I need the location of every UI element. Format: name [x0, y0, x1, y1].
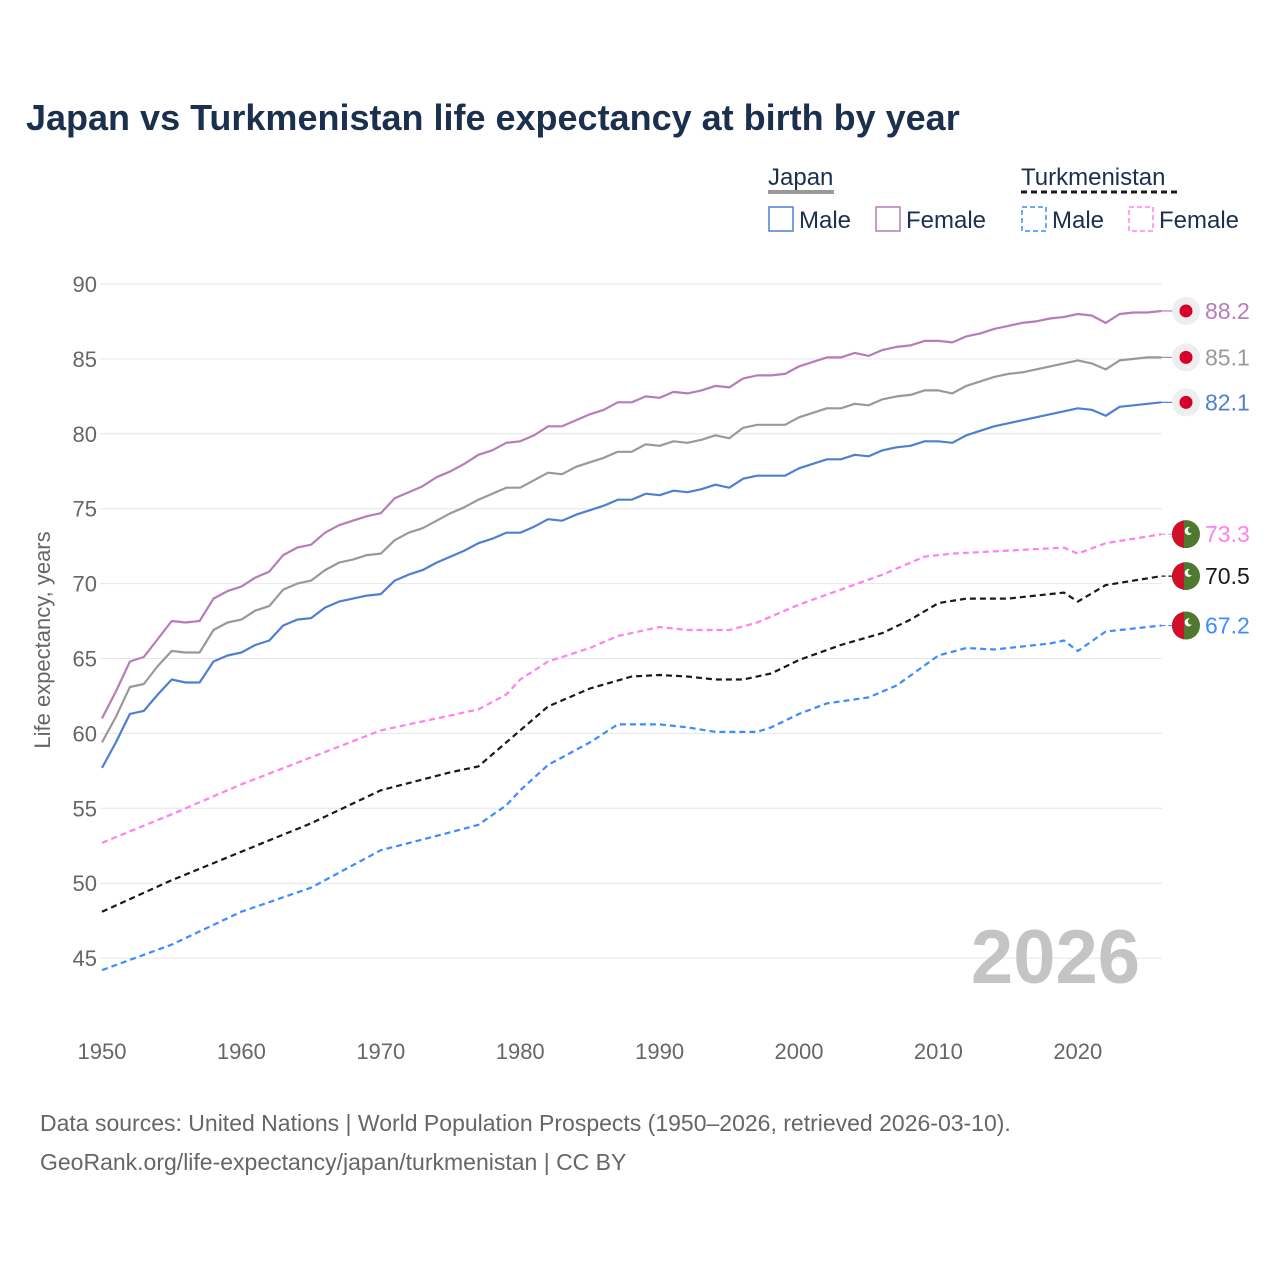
x-tick-label: 1990 [635, 1039, 684, 1064]
end-label-japan-male: 82.1 [1205, 389, 1250, 415]
japan-flag-icon [1172, 388, 1200, 417]
x-tick-label: 2000 [775, 1039, 824, 1064]
gridlines [100, 283, 1162, 959]
y-tick-label: 45 [73, 946, 97, 971]
x-tick-label: 1970 [356, 1039, 405, 1064]
legend-turkmenistan-female-swatch [1128, 206, 1154, 232]
y-tick-label: 90 [73, 272, 97, 297]
end-label-turkmenistan-female: 73.3 [1205, 521, 1250, 547]
chart-title: Japan vs Turkmenistan life expectancy at… [26, 97, 960, 138]
series-line-turkmenistan [101, 575, 1162, 913]
end-label-turkmenistan-male: 67.2 [1205, 613, 1250, 639]
y-tick-label: 55 [73, 796, 97, 821]
series-line-japan-male [101, 401, 1162, 769]
year-watermark: 2026 [971, 915, 1140, 1000]
series-line-turkmenistan-male [101, 624, 1162, 972]
y-tick-label: 70 [73, 572, 97, 597]
footer-sources: Data sources: United Nations | World Pop… [40, 1110, 1011, 1136]
series-line-turkmenistan-female [101, 533, 1162, 844]
y-axis-ticks: 45 50 55 60 65 70 75 80 85 90 [73, 272, 97, 971]
japan-flag-icon [1172, 343, 1200, 372]
legend: Japan Male Female Turkmenistan Male Fema… [768, 164, 1239, 234]
x-tick-label: 2010 [914, 1039, 963, 1064]
japan-flag-icon [1172, 296, 1200, 325]
y-tick-label: 85 [73, 347, 97, 372]
y-tick-label: 75 [73, 497, 97, 522]
y-tick-label: 60 [73, 721, 97, 746]
y-tick-label: 50 [73, 871, 97, 896]
turkmenistan-flag-icon [1171, 611, 1200, 640]
legend-turkmenistan-male-label: Male [1052, 207, 1104, 234]
legend-japan-female-label: Female [906, 207, 986, 234]
y-tick-label: 65 [73, 647, 97, 672]
x-tick-label: 2020 [1053, 1039, 1102, 1064]
series-line-japan [101, 356, 1162, 743]
legend-group-turkmenistan: Turkmenistan [1021, 164, 1166, 191]
end-labels: 88.2 85.1 82.1 73.3 70.5 67.2 [1161, 296, 1250, 640]
x-axis-ticks: 1950 1960 1970 1980 1990 2000 2010 2020 [78, 1039, 1103, 1064]
legend-japan-male-swatch [768, 206, 794, 232]
end-label-japan: 85.1 [1205, 344, 1250, 370]
y-axis-label: Life expectancy, years [30, 531, 55, 748]
end-label-turkmenistan: 70.5 [1205, 563, 1250, 589]
series-lines [101, 309, 1162, 972]
footer-attribution: GeoRank.org/life-expectancy/japan/turkme… [40, 1149, 626, 1175]
turkmenistan-flag-icon [1171, 562, 1200, 591]
legend-group-japan: Japan [768, 164, 833, 191]
turkmenistan-flag-icon [1171, 520, 1200, 549]
y-tick-label: 80 [73, 422, 97, 447]
legend-turkmenistan-male-swatch [1021, 206, 1047, 232]
legend-turkmenistan-female-label: Female [1159, 207, 1239, 234]
x-tick-label: 1980 [496, 1039, 545, 1064]
x-tick-label: 1960 [217, 1039, 266, 1064]
x-tick-label: 1950 [78, 1039, 127, 1064]
end-label-japan-female: 88.2 [1205, 298, 1250, 324]
legend-japan-female-swatch [875, 206, 901, 232]
legend-japan-male-label: Male [799, 207, 851, 234]
series-line-japan-female [101, 309, 1162, 719]
